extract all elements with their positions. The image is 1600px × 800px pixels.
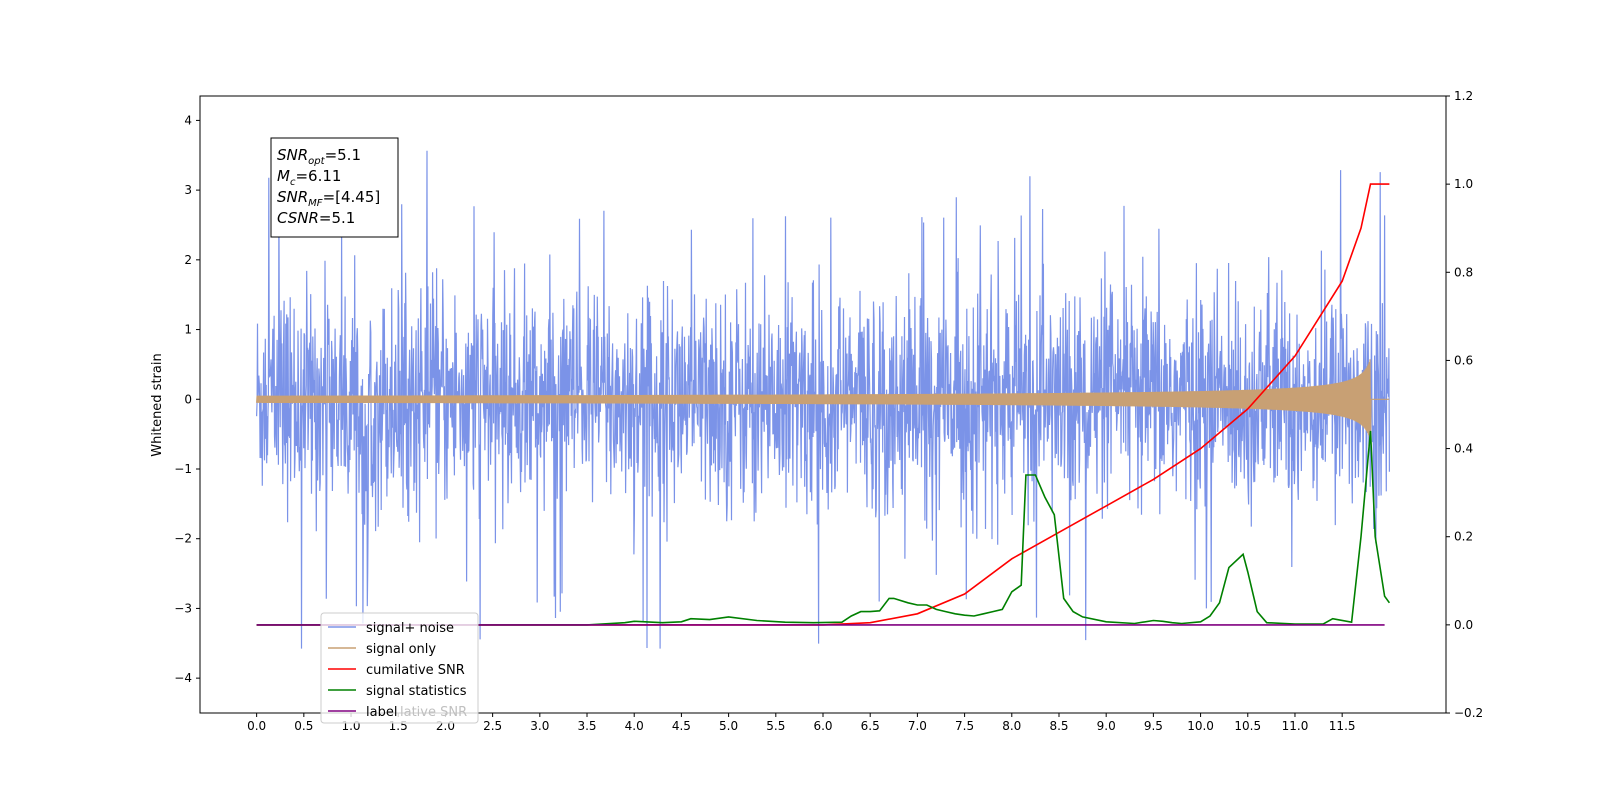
- x-tick-label: 9.0: [1097, 719, 1116, 733]
- x-tick-label: 11.0: [1282, 719, 1309, 733]
- x-tick-label: 4.5: [672, 719, 691, 733]
- annotation-line: SNRMF=[4.45]: [277, 188, 380, 209]
- x-tick-label: 0.0: [247, 719, 266, 733]
- y-tick-label: 4: [184, 113, 192, 127]
- x-tick-label: 7.5: [955, 719, 974, 733]
- y-tick-label: 3: [184, 183, 192, 197]
- legend-label: signal+ noise: [366, 621, 454, 636]
- legend-frame: [320, 612, 479, 724]
- y2-tick-label: 0.6: [1454, 353, 1473, 367]
- annotation-line: CSNR=5.1: [277, 209, 355, 227]
- y2-tick-label: 0.0: [1454, 618, 1473, 632]
- y2-tick-label: 0.4: [1454, 442, 1473, 456]
- x-tick-label: 8.5: [1049, 719, 1068, 733]
- annotation-line: Mc=6.11: [277, 167, 341, 188]
- series-line-signal-statistics: [256, 430, 1391, 626]
- x-tick-label: 2.5: [483, 719, 502, 733]
- legend-hidden-label: lative SNR: [400, 705, 467, 720]
- x-tick-label: 3.0: [530, 719, 549, 733]
- y2-tick-label: 0.8: [1454, 265, 1473, 279]
- annotation-frame: [270, 137, 399, 238]
- y2-tick-label: 1.2: [1454, 89, 1473, 103]
- y-axis-right: 1.2 1.0 0.8 0.6 0.4 0.2 0.0 −0.2: [1446, 89, 1483, 720]
- x-tick-label: 0.5: [294, 719, 313, 733]
- x-tick-label: 11.5: [1329, 719, 1356, 733]
- y-axis-label: Whitened strain: [150, 353, 165, 456]
- y-tick-label: −4: [174, 671, 192, 685]
- x-tick-label: 9.5: [1144, 719, 1163, 733]
- legend-label: label: [366, 705, 397, 720]
- series-line-cumilative-snr: [256, 183, 1390, 626]
- legend-label: cumilative SNR: [366, 663, 465, 678]
- series-line-signal-noise: [256, 150, 1390, 649]
- x-tick-label: 5.0: [719, 719, 738, 733]
- x-axis: 0.0 0.5 1.0 1.5 2.0 2.5 3.0 3.5 4.0 4.5 5.0 5.5 6.0 6…: [247, 713, 1356, 733]
- x-tick-label: 5.5: [766, 719, 785, 733]
- y-tick-label: −2: [174, 532, 192, 546]
- x-tick-label: 3.5: [577, 719, 596, 733]
- x-tick-label: 10.5: [1234, 719, 1261, 733]
- y-tick-label: 1: [184, 323, 192, 337]
- annotation-line: SNRopt=5.1: [277, 146, 361, 167]
- series-layer: [256, 150, 1391, 649]
- x-tick-label: 4.0: [625, 719, 644, 733]
- y2-tick-label: −0.2: [1454, 706, 1483, 720]
- y-tick-label: 0: [184, 392, 192, 406]
- legend-label: signal only: [366, 642, 436, 657]
- x-tick-label: 7.0: [908, 719, 927, 733]
- legend-label: signal statistics: [366, 684, 467, 699]
- y-axis-left: 4 3 2 1 0 −1 −2 −3 −4: [174, 113, 200, 685]
- x-tick-label: 6.0: [813, 719, 832, 733]
- y-tick-label: −1: [174, 462, 192, 476]
- y-tick-label: −3: [174, 601, 192, 615]
- x-tick-label: 8.0: [1002, 719, 1021, 733]
- y2-tick-label: 1.0: [1454, 177, 1473, 191]
- legend: signal+ noise signal only cumilative SNR si…: [320, 612, 479, 724]
- x-tick-label: 6.5: [861, 719, 880, 733]
- x-tick-label: 10.0: [1187, 719, 1214, 733]
- y2-tick-label: 0.2: [1454, 530, 1473, 544]
- series-line-signal-only: [256, 359, 1390, 442]
- y-tick-label: 2: [184, 253, 192, 267]
